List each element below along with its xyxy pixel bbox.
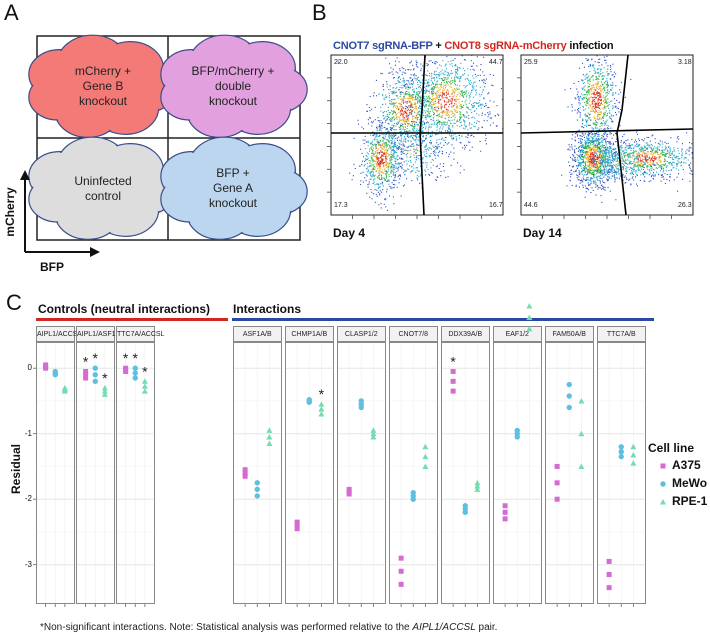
- facet-header: CLASP1/2: [337, 326, 386, 342]
- facet-header: CHMP1A/B: [285, 326, 334, 342]
- interactions-underline: [232, 318, 654, 321]
- panel-c-letter: C: [6, 290, 22, 315]
- panel-b-letter: B: [312, 0, 327, 25]
- facet-panel: [493, 342, 542, 604]
- panel-a-diagram: [20, 34, 308, 257]
- title-infection: infection: [566, 40, 614, 52]
- facet-panel: [597, 342, 646, 604]
- flow-day4-tl: 22.0: [334, 59, 348, 66]
- flow-day14-br: 26.3: [678, 202, 692, 209]
- facet-header: TTC7A/ACCSL: [116, 326, 164, 342]
- y-tick-label: 0: [27, 363, 32, 373]
- facet-panel: [233, 342, 282, 604]
- flow-day4-tr: 44.7: [489, 59, 503, 66]
- facet-panel: [337, 342, 386, 604]
- facet-panel: [441, 342, 490, 604]
- panel-a-letter: A: [4, 0, 19, 25]
- facet-header: DDX39A/B: [441, 326, 490, 342]
- flow-day4-bl: 17.3: [334, 202, 348, 209]
- facet-panel: [285, 342, 334, 604]
- x-arrow-icon: [90, 247, 100, 257]
- legend-title: Cell line: [648, 441, 695, 455]
- facet-panel: [76, 342, 115, 604]
- legend-swatch-mewo: [660, 481, 666, 487]
- cloud-uninfected: [28, 136, 176, 240]
- facet-panel: [389, 342, 438, 604]
- legend-swatch-a375: [660, 463, 666, 469]
- data-point-rpe-1: [526, 302, 533, 309]
- title-cnot7: CNOT7 sgRNA-BFP: [333, 40, 433, 52]
- facet-header: AIPL1/ACCSL: [36, 326, 81, 342]
- facet-panel: [36, 342, 75, 604]
- facet-panel: [545, 342, 594, 604]
- flow-day14-tr: 3.18: [678, 59, 692, 66]
- controls-label: Controls (neutral interactions): [38, 302, 211, 316]
- flow-day14-bl: 44.6: [524, 202, 538, 209]
- footnote-post: pair.: [475, 622, 498, 633]
- interactions-label: Interactions: [233, 302, 302, 316]
- facet-header: TTC7A/B: [597, 326, 646, 342]
- footnote: *Non-significant interactions. Note: Sta…: [40, 622, 497, 633]
- title-cnot8: CNOT8 sgRNA-mCherry: [444, 40, 567, 52]
- legend-swatch-rpe-1: [660, 499, 666, 505]
- controls-underline: [36, 318, 228, 321]
- y-tick-label: -2: [24, 494, 32, 504]
- y-tick-label: -1: [24, 428, 32, 438]
- cloud-bfp: [160, 136, 308, 240]
- facet-header: ASF1A/B: [233, 326, 282, 342]
- flow-plots: [327, 54, 694, 219]
- cloud-double: [160, 34, 308, 139]
- facet-header: CNOT7/8: [389, 326, 438, 342]
- day4-label: Day 4: [333, 226, 366, 240]
- y-arrow-icon: [20, 170, 30, 180]
- quadrant-label-bottom-left: Uninfected control: [74, 174, 132, 203]
- quadrant-label-top-right: BFP/mCherry + double knockout: [191, 64, 275, 108]
- x-axis-label: BFP: [40, 260, 64, 274]
- day14-label: Day 14: [523, 226, 562, 240]
- facet-panel: [116, 342, 155, 604]
- facet-header: FAM50A/B: [545, 326, 594, 342]
- y-tick-label: -3: [24, 559, 32, 569]
- legend-item-rpe-1: RPE-1: [672, 494, 708, 508]
- footnote-pair: AIPL1/ACCSL: [412, 622, 476, 633]
- title-plus: +: [432, 40, 445, 52]
- legend-item-mewo: MeWo: [672, 476, 708, 490]
- facet-header: AIPL1/ASF1B: [76, 326, 120, 342]
- facet-header: EAF1/2: [493, 326, 542, 342]
- footnote-pre: *Non-significant interactions. Note: Sta…: [40, 622, 413, 633]
- panel-b-title: CNOT7 sgRNA-BFP + CNOT8 sgRNA-mCherry in…: [333, 40, 614, 52]
- flow-day4-br: 16.7: [489, 202, 503, 209]
- residual-axis-label: Residual: [9, 444, 23, 495]
- flow-day14-tl: 25.9: [524, 59, 538, 66]
- legend-item-a375: A375: [672, 458, 701, 472]
